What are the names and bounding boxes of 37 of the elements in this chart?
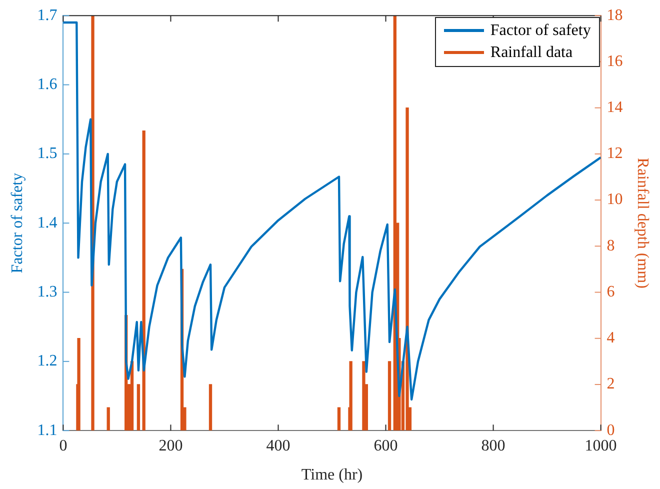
y-tick-label: 1.4 xyxy=(37,214,58,232)
x-axis-title: Time (hr) xyxy=(301,466,363,484)
bar xyxy=(136,384,140,430)
x-tick-label: 200 xyxy=(158,437,183,454)
y-tick-label: 1.6 xyxy=(37,76,58,93)
legend-label: Rainfall data xyxy=(490,42,573,63)
y-tick-label: 1.7 xyxy=(37,6,58,24)
bar xyxy=(362,361,366,430)
x-tick-label: 600 xyxy=(374,437,398,454)
y2-axis-title: Rainfall depth (mm) xyxy=(634,158,652,288)
bar xyxy=(208,384,212,430)
bar xyxy=(349,361,352,430)
x-tick-label: 800 xyxy=(481,437,506,454)
y2-tick-label: 2 xyxy=(606,376,615,393)
y2-tick-label: 0 xyxy=(606,422,615,439)
bar xyxy=(106,407,110,430)
bar xyxy=(77,338,80,430)
x-tick-label: 1000 xyxy=(584,437,617,454)
y2-tick-label: 10 xyxy=(606,191,623,208)
y-axis-title: Factor of safety xyxy=(8,172,26,274)
y2-tick-label: 18 xyxy=(606,6,623,24)
y-tick-label: 1.5 xyxy=(37,145,58,162)
y2-tick-label: 6 xyxy=(606,283,615,300)
y2-tick-label: 12 xyxy=(606,145,623,162)
y-tick-label: 1.3 xyxy=(37,283,58,300)
y2-tick-label: 14 xyxy=(606,99,623,116)
x-tick-label: 400 xyxy=(266,437,290,454)
x-tick-label: 0 xyxy=(59,437,68,454)
bar xyxy=(388,361,392,430)
bar xyxy=(406,107,409,430)
legend-label: Factor of safety xyxy=(490,20,591,41)
y2-tick-label: 16 xyxy=(606,52,623,70)
y-tick-label: 1.1 xyxy=(37,422,58,439)
y2-tick-label: 4 xyxy=(606,330,615,347)
y2-tick-label: 8 xyxy=(606,237,615,254)
bar xyxy=(337,407,341,430)
y-tick-label: 1.2 xyxy=(37,352,58,370)
